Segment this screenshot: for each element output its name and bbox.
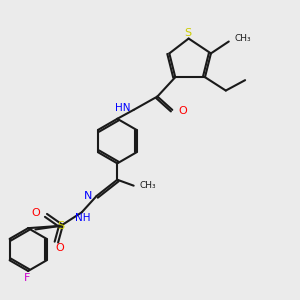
Text: S: S	[57, 221, 64, 231]
Text: O: O	[32, 208, 40, 218]
Text: O: O	[55, 243, 64, 253]
Text: S: S	[184, 28, 192, 38]
Text: N: N	[84, 191, 92, 201]
Text: NH: NH	[75, 213, 91, 223]
Text: F: F	[23, 272, 30, 283]
Text: CH₃: CH₃	[140, 181, 156, 190]
Text: CH₃: CH₃	[234, 34, 251, 43]
Text: O: O	[178, 106, 187, 116]
Text: HN: HN	[115, 103, 130, 113]
